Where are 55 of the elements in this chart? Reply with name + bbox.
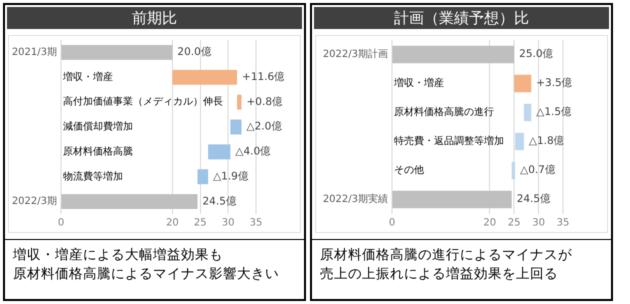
- bar: [524, 104, 532, 122]
- x-tick-label: 25: [194, 218, 207, 229]
- data-label: 24.5億: [202, 194, 237, 208]
- data-label: △2.0億: [246, 120, 282, 133]
- y-tick-label: 物流費等増加: [63, 170, 123, 182]
- y-tick-label: 2022/3期計画: [322, 48, 388, 60]
- x-tick-label: 20: [166, 218, 179, 229]
- y-tick-label: 原材料価格高騰の進行: [394, 106, 494, 118]
- y-tick-label: 高付加価値事業（メディカル）伸長: [63, 96, 223, 108]
- text: 売上の上振れによる増益効果を上回る: [320, 265, 559, 284]
- x-tick-label: 30: [532, 218, 545, 229]
- bar: [515, 132, 524, 150]
- data-label: +3.5億: [536, 76, 573, 90]
- x-tick-label: 20: [483, 218, 496, 229]
- text: 増収・増産による大幅増益効果も: [13, 246, 224, 265]
- bar: [62, 194, 198, 210]
- bar: [230, 120, 242, 134]
- chart-title: 計画（業績予想）比: [314, 7, 609, 29]
- y-tick-label: 増収・増産: [393, 77, 444, 90]
- data-label: +0.8億: [246, 94, 284, 108]
- data-label: △1.9億: [213, 169, 249, 182]
- x-tick-label: 35: [556, 218, 570, 229]
- bar: [237, 94, 242, 110]
- bar: [512, 162, 516, 180]
- y-tick-label: 増収・増産: [62, 70, 113, 83]
- x-tick-label: 25: [508, 218, 521, 229]
- y-tick-label: 2021/3期: [12, 46, 57, 58]
- data-label: 24.5億: [516, 192, 552, 206]
- bar: [198, 169, 208, 184]
- chart-title: 前期比: [7, 7, 302, 29]
- text: 原材料価格高騰の進行によるマイナスが: [320, 246, 573, 265]
- x-tick-label: 30: [222, 218, 235, 229]
- y-tick-label: その他: [394, 164, 424, 176]
- x-tick-label: 35: [250, 218, 262, 229]
- y-tick-label: 2022/3期: [12, 195, 57, 208]
- bar: [62, 44, 172, 60]
- y-tick-label: 減価償却費増加: [63, 120, 133, 133]
- x-tick-label: 0: [388, 218, 396, 229]
- bar: [392, 46, 514, 64]
- x-tick-label: 0: [58, 218, 64, 229]
- text: 原材料価格高騰によるマイナス影響大きい: [13, 265, 280, 284]
- y-tick-label: 特売費・返品調整等増加: [394, 135, 504, 148]
- data-label: +11.6億: [242, 70, 286, 84]
- data-label: △1.5億: [536, 105, 572, 118]
- data-label: △4.0億: [235, 144, 272, 158]
- data-label: 25.0億: [519, 47, 554, 60]
- bar: [172, 70, 238, 85]
- data-label: 20.0億: [177, 45, 212, 58]
- data-label: △0.7億: [520, 163, 556, 176]
- data-label: △1.8億: [528, 134, 565, 148]
- y-tick-label: 原材料価格高騰: [63, 145, 133, 158]
- bar: [514, 74, 532, 92]
- bar: [392, 190, 512, 208]
- bar: [208, 144, 230, 160]
- y-tick-label: 2022/3期実績: [322, 193, 388, 206]
